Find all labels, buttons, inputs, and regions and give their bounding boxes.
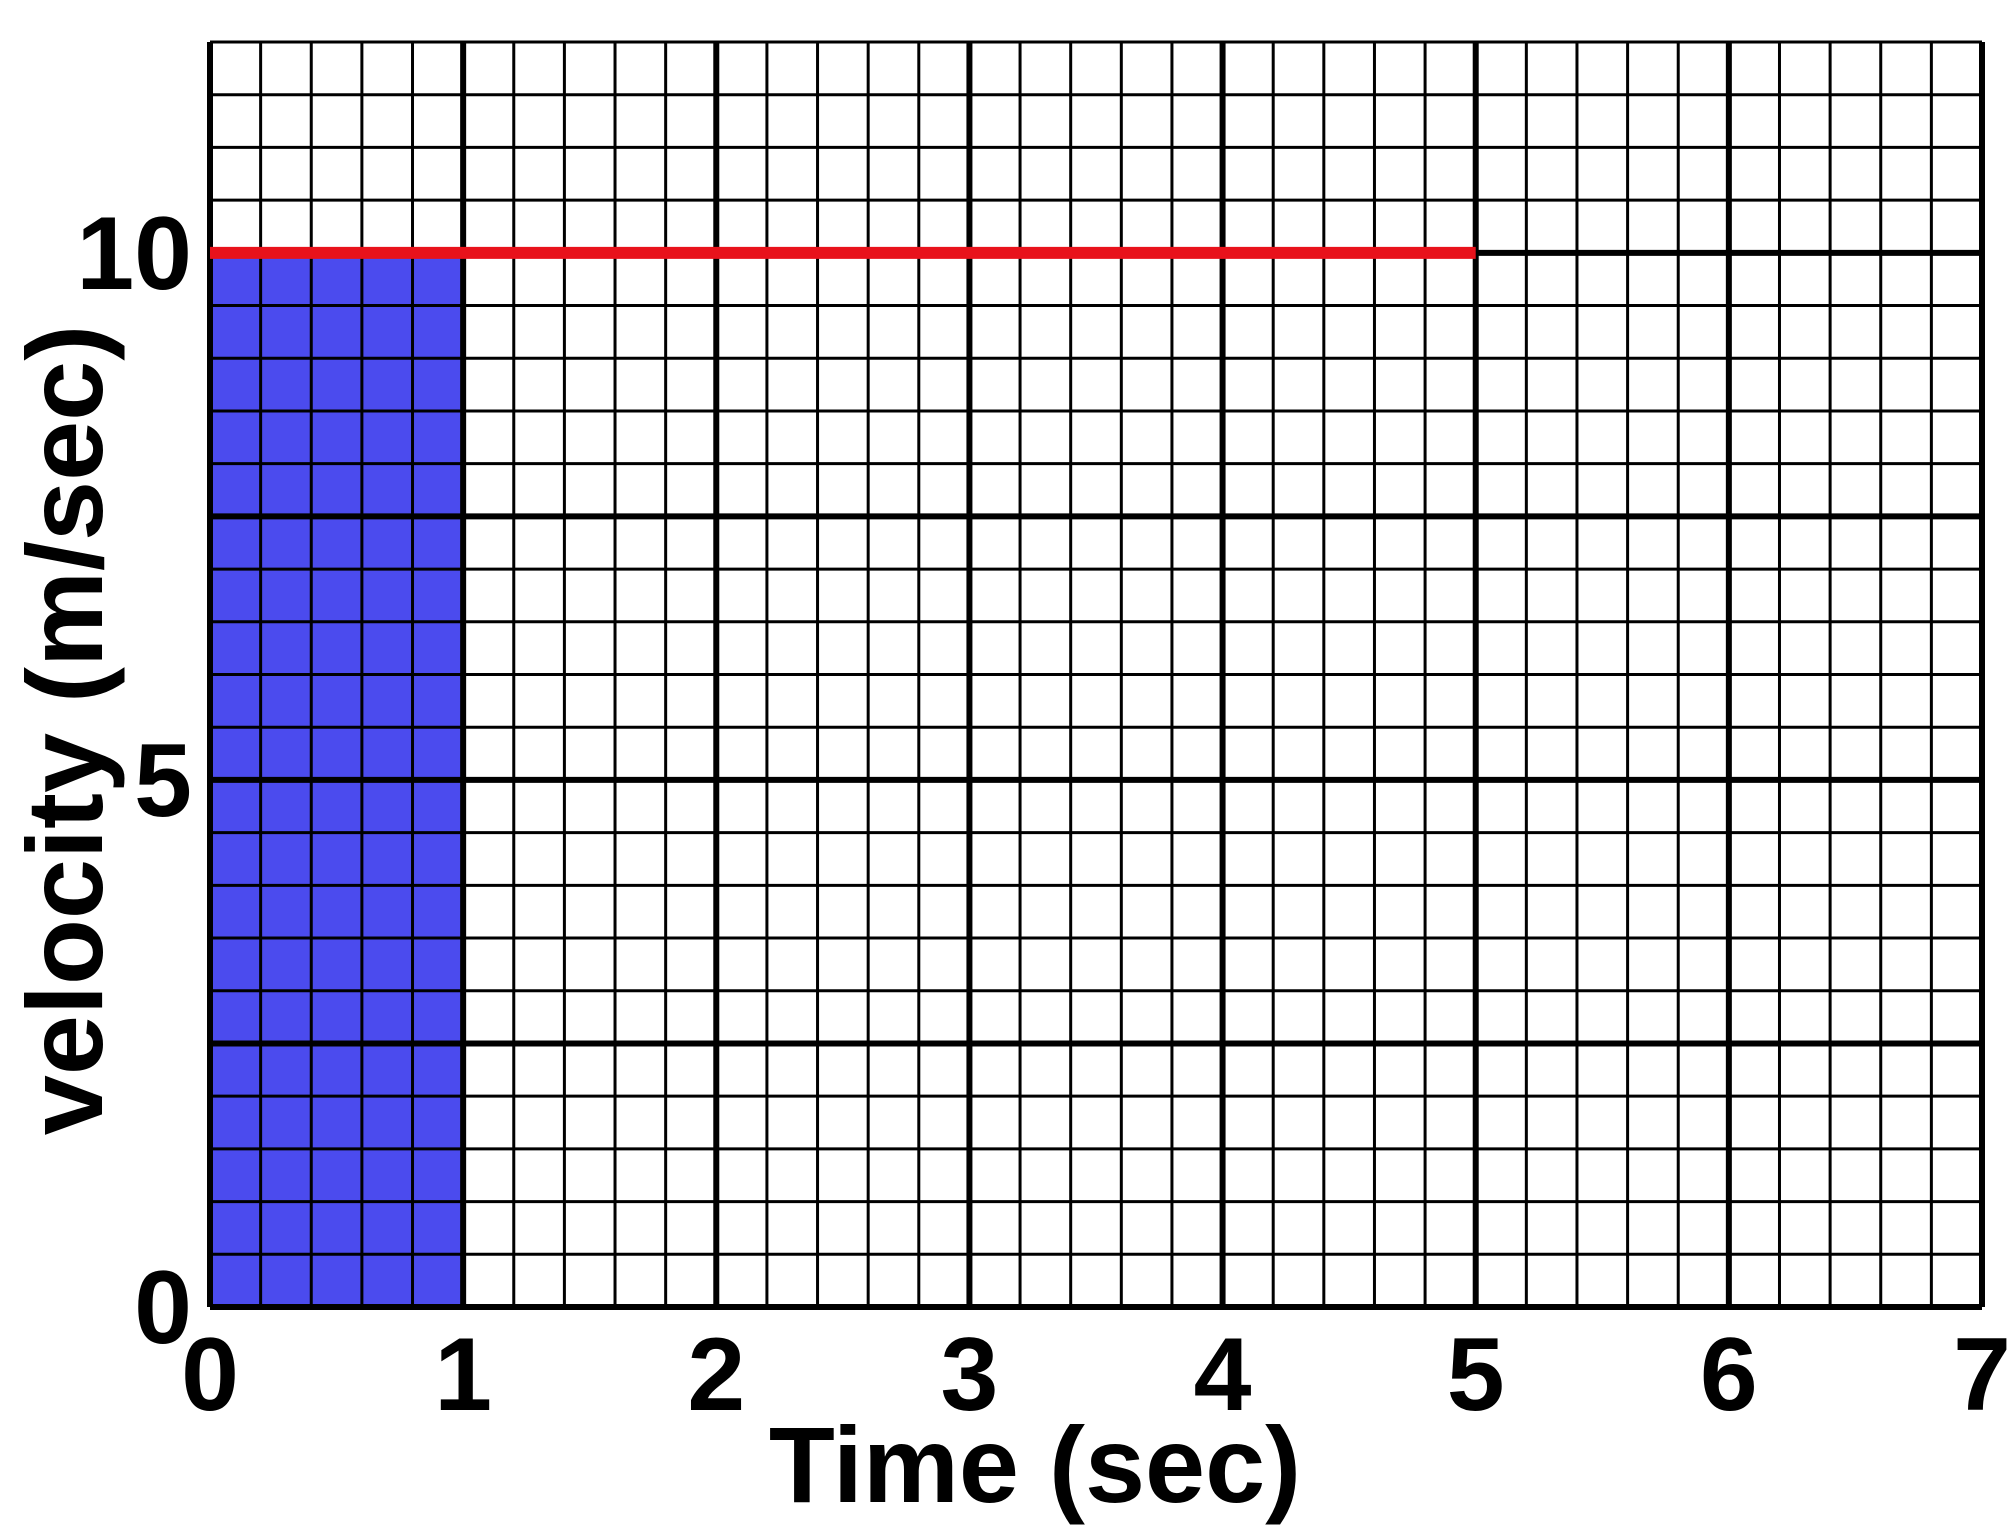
x-tick-label: 5 xyxy=(1447,1317,1505,1433)
x-tick-label: 4 xyxy=(1194,1317,1252,1433)
y-tick-label: 10 xyxy=(76,196,192,312)
x-tick-label: 6 xyxy=(1700,1317,1758,1433)
y-tick-label: 0 xyxy=(134,1250,192,1366)
x-tick-label: 3 xyxy=(941,1317,999,1433)
y-axis-title: velocity (m/sec) xyxy=(4,325,125,1135)
x-tick-label: 0 xyxy=(181,1317,239,1433)
x-axis-title: Time (sec) xyxy=(769,1404,1301,1525)
x-tick-label: 2 xyxy=(687,1317,745,1433)
tick-labels: 0 1 2 3 4 5 6 7 0 5 10 xyxy=(76,196,2011,1433)
grid xyxy=(207,40,1985,1310)
y-tick-label: 5 xyxy=(134,723,192,839)
x-tick-label: 1 xyxy=(434,1317,492,1433)
x-tick-label: 7 xyxy=(1953,1317,2011,1433)
